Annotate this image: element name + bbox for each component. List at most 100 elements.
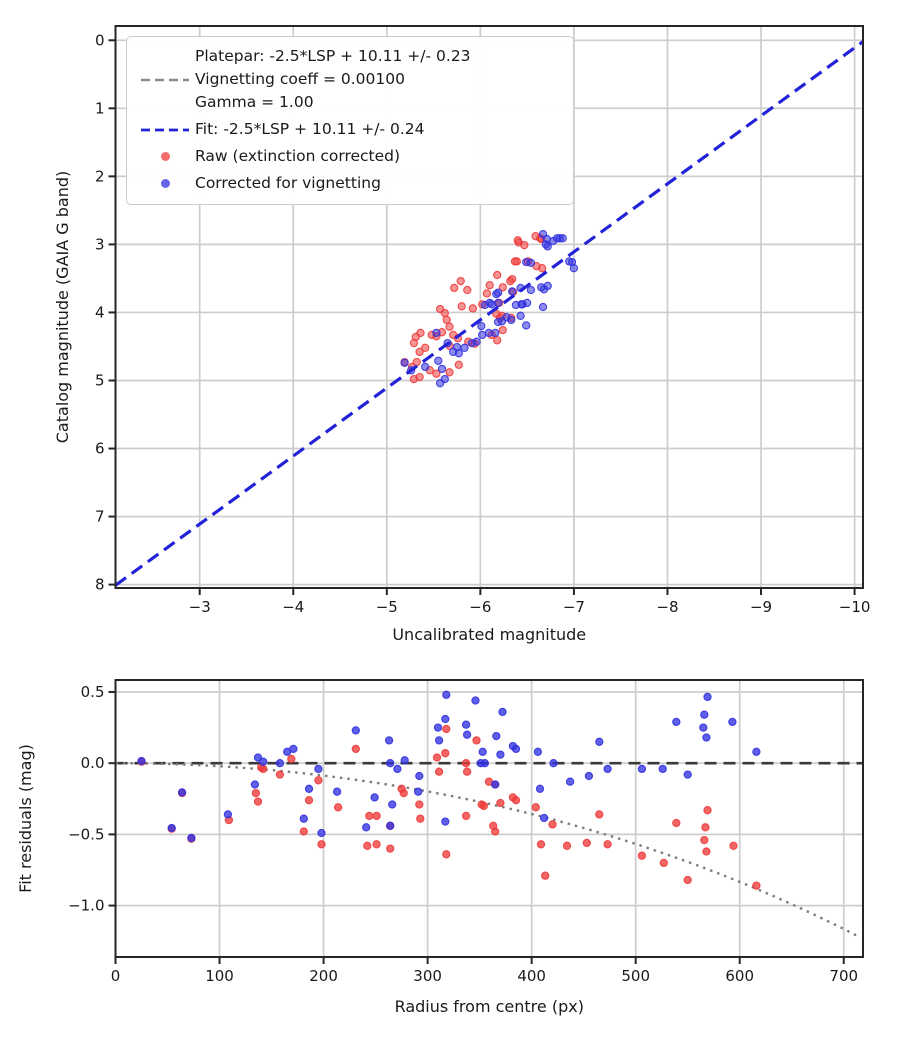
- scatter-point: [533, 747, 543, 756]
- scatter-point: [415, 347, 424, 357]
- scatter-point: [421, 343, 430, 352]
- scatter-point: [683, 770, 692, 779]
- y-axis-label: Fit residuals (mag): [16, 744, 35, 893]
- scatter-point: [461, 720, 471, 729]
- scatter-point: [442, 690, 451, 699]
- scatter-point: [187, 833, 196, 843]
- scatter-point: [456, 276, 465, 286]
- scatter-point: [543, 242, 552, 251]
- x-tick-label: −4: [282, 598, 304, 616]
- scatter-point: [250, 780, 260, 789]
- y-axis-label: Catalog magnitude (GAIA G band): [53, 171, 72, 443]
- scatter-point: [441, 714, 450, 724]
- scatter-point: [480, 759, 489, 768]
- scatter-point: [317, 840, 326, 849]
- x-tick-label: 700: [829, 967, 858, 985]
- x-axis-label: Radius from centre (px): [395, 997, 584, 1016]
- scatter-point: [702, 733, 711, 742]
- legend-entry-platepar: Platepar: -2.5*LSP + 10.11 +/- 0.23 Vign…: [135, 45, 563, 114]
- y-tick-label: −1.0: [68, 897, 104, 915]
- legend-entry-fit: Fit: -2.5*LSP + 10.11 +/- 0.24: [135, 118, 563, 141]
- scatter-point: [478, 747, 487, 756]
- scatter-point: [442, 724, 451, 734]
- scatter-point: [372, 811, 381, 821]
- x-tick-label: 300: [413, 967, 442, 985]
- y-tick-label: 7: [95, 508, 105, 526]
- x-tick-label: 600: [725, 967, 754, 985]
- scatter-point: [462, 767, 472, 776]
- scatter-point: [386, 844, 395, 853]
- scatter-point: [314, 776, 323, 785]
- x-axis-label: Uncalibrated magnitude: [392, 625, 586, 644]
- scatter-point: [372, 840, 381, 849]
- residuals-plot: 0 100 200 300 400 500 600 700 0.5 0.0 −0.5 −1.0 Radi…: [16, 679, 864, 1016]
- scatter-point: [362, 823, 371, 832]
- scatter-point: [508, 274, 517, 284]
- scatter-point: [565, 777, 575, 786]
- scatter-point: [659, 858, 668, 868]
- x-tick-label: 100: [205, 967, 234, 985]
- scatter-point: [351, 744, 360, 754]
- scatter-point: [442, 315, 451, 325]
- scatter-point: [582, 838, 591, 848]
- axes-spines: [114, 679, 864, 958]
- scatter-point: [496, 750, 505, 759]
- scatter-point: [539, 813, 549, 823]
- scatter-point: [388, 800, 397, 809]
- scatter-point: [595, 810, 604, 819]
- scatter-point: [752, 881, 761, 890]
- scatter-point: [304, 784, 314, 793]
- fit-legend-label: Fit: -2.5*LSP + 10.11 +/- 0.24: [195, 120, 425, 138]
- scatter-point: [637, 851, 647, 860]
- scatter-point: [729, 841, 738, 850]
- scatter-point: [386, 759, 395, 768]
- scatter-point: [531, 803, 540, 812]
- scatter-point: [548, 820, 557, 829]
- scatter-point: [584, 771, 594, 781]
- scatter-point: [491, 780, 500, 789]
- x-tick-label: 400: [517, 967, 546, 985]
- raw-legend-label: Raw (extinction corrected): [195, 147, 401, 165]
- platepar-line-3: Gamma = 1.00: [195, 93, 314, 111]
- scatter-point: [512, 257, 521, 266]
- scatter-point: [507, 315, 516, 325]
- scatter-point: [351, 726, 360, 735]
- x-tick-label: 200: [309, 967, 338, 985]
- scatter-point: [386, 821, 395, 830]
- scatter-point: [535, 784, 545, 793]
- scatter-point: [485, 281, 494, 290]
- y-tick-label: 8: [95, 576, 105, 594]
- scatter-point: [416, 328, 425, 338]
- scatter-point: [603, 764, 612, 774]
- scatter-point: [299, 814, 308, 823]
- scatter-point: [441, 749, 450, 758]
- raw-points-series: [137, 724, 761, 890]
- scatter-point: [457, 302, 466, 311]
- legend-entry-raw: Raw (extinction corrected): [135, 145, 563, 168]
- fit-dashed-line-sample: [135, 126, 195, 134]
- scatter-point: [253, 797, 263, 806]
- scatter-point: [393, 764, 402, 774]
- scatter-point: [432, 369, 441, 378]
- scatter-point: [462, 730, 472, 739]
- platepar-line-2: Vignetting coeff = 0.00100: [195, 70, 405, 88]
- x-tick-label: −10: [839, 598, 871, 616]
- scatter-point: [177, 788, 187, 797]
- scatter-point: [370, 793, 379, 802]
- scatter-point: [450, 283, 459, 293]
- y-tick-label: 2: [95, 167, 105, 185]
- y-tick-label: 0.5: [81, 683, 105, 701]
- x-tick-label: −8: [656, 598, 678, 616]
- scatter-point: [672, 717, 681, 727]
- scatter-point: [167, 823, 176, 833]
- y-tick-label: 0.0: [81, 754, 105, 772]
- x-tick-label: −5: [376, 598, 398, 616]
- scatter-point: [477, 321, 486, 331]
- scatter-point: [333, 803, 343, 812]
- scatter-point: [299, 827, 308, 836]
- scatter-point: [472, 736, 481, 745]
- scatter-point: [442, 850, 451, 859]
- platepar-legend-text: Platepar: -2.5*LSP + 10.11 +/- 0.23 Vign…: [195, 45, 563, 114]
- scatter-point: [399, 788, 408, 798]
